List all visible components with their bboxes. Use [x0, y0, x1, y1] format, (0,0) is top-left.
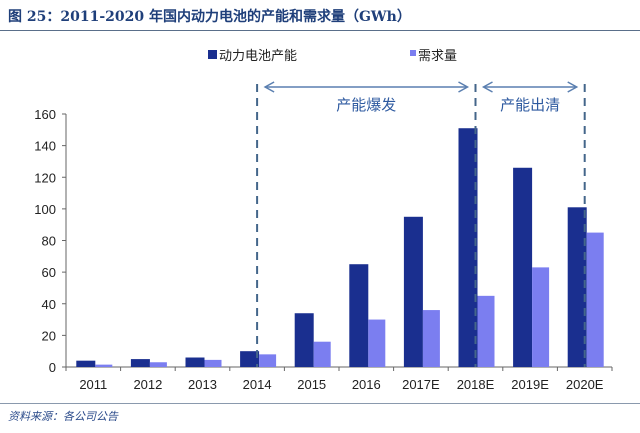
bar-demand — [477, 295, 495, 367]
x-tick-label: 2012 — [133, 377, 162, 392]
x-tick-label: 2017E — [402, 377, 440, 392]
arrow-head-right — [567, 81, 579, 93]
bar-demand — [313, 341, 331, 367]
x-tick-label: 2020E — [566, 377, 604, 392]
bar-capacity — [513, 167, 533, 367]
y-tick-label: 20 — [42, 328, 56, 343]
x-tick-label: 2014 — [243, 377, 272, 392]
bar-demand — [259, 354, 277, 367]
bar-demand — [586, 232, 604, 367]
bar-capacity — [76, 360, 96, 367]
bar-demand — [532, 267, 550, 367]
title-divider — [0, 30, 640, 31]
x-tick-label: 2011 — [79, 377, 107, 392]
bar-demand — [95, 364, 113, 367]
annotation-label: 产能爆发 — [336, 96, 396, 114]
figure-title: 图 25：2011-2020 年国内动力电池的产能和需求量（GWh） — [8, 9, 411, 25]
bar-capacity — [567, 207, 587, 367]
bar-demand — [149, 362, 167, 367]
y-tick-label: 40 — [42, 297, 56, 312]
x-tick-label: 2013 — [188, 377, 217, 392]
x-tick-label: 2019E — [511, 377, 549, 392]
bar-capacity — [294, 313, 314, 367]
source-note: 资料来源：各公司公告 — [8, 410, 118, 423]
x-tick-label: 2016 — [352, 377, 381, 392]
legend-label: 动力电池产能 — [219, 49, 297, 64]
y-tick-label: 80 — [42, 234, 56, 249]
arrow-head-left — [263, 81, 275, 93]
bar-capacity — [130, 359, 150, 367]
legend-label: 需求量 — [418, 49, 457, 64]
annotation-label: 产能出清 — [500, 96, 560, 114]
bar-demand — [422, 310, 440, 367]
y-tick-label: 60 — [42, 265, 56, 280]
y-tick-label: 140 — [34, 139, 56, 154]
legend-swatch — [410, 50, 416, 56]
footer-divider — [0, 403, 640, 404]
x-tick-label: 2015 — [297, 377, 326, 392]
bar-demand — [368, 319, 386, 367]
arrow-head-left — [481, 81, 493, 93]
y-tick-label: 100 — [34, 202, 56, 217]
arrow-head-right — [458, 81, 470, 93]
bar-capacity — [403, 216, 423, 367]
bar-capacity — [185, 357, 205, 367]
x-tick-label: 2018E — [457, 377, 495, 392]
legend-swatch — [208, 50, 217, 59]
bar-demand — [204, 359, 222, 367]
y-tick-label: 160 — [34, 107, 56, 122]
bar-capacity — [349, 264, 369, 367]
bar-capacity — [240, 351, 260, 367]
y-tick-label: 0 — [49, 360, 56, 375]
y-tick-label: 120 — [34, 170, 56, 185]
bar-capacity — [458, 128, 478, 367]
